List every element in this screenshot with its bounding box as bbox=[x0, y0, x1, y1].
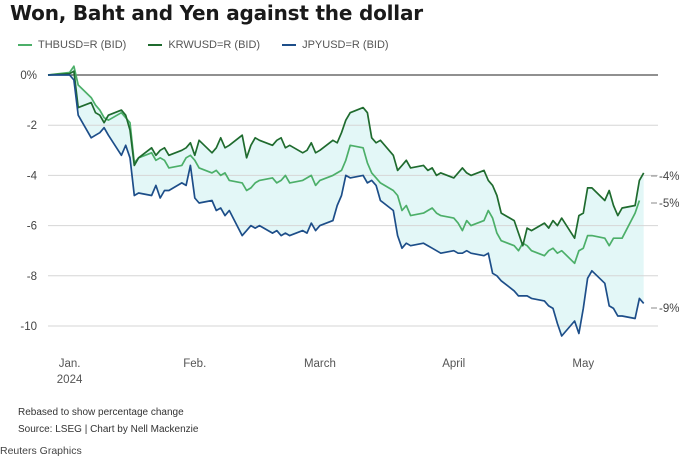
x-tick-label: Feb. bbox=[183, 358, 206, 370]
end-value-label: -9% bbox=[659, 303, 679, 315]
credit: Reuters Graphics bbox=[0, 445, 82, 457]
series-line-0 bbox=[47, 65, 641, 265]
series-line-1 bbox=[47, 70, 645, 247]
legend-swatch-krw bbox=[148, 44, 163, 46]
legend-item-thb: THBUSD=R (BID) bbox=[18, 39, 126, 51]
legend-swatch-jpy bbox=[282, 44, 297, 46]
legend-item-krw: KRWUSD=R (BID) bbox=[148, 39, 260, 51]
y-tick-label: -10 bbox=[20, 321, 37, 333]
series-line-2 bbox=[48, 74, 645, 337]
x-tick-label: May bbox=[572, 358, 594, 370]
y-tick-label: -2 bbox=[27, 120, 37, 132]
legend-item-jpy: JPYUSD=R (BID) bbox=[282, 39, 389, 51]
range-shading bbox=[48, 66, 644, 336]
end-value-label: -4% bbox=[659, 171, 679, 183]
legend-label-krw: KRWUSD=R (BID) bbox=[168, 39, 261, 51]
y-tick-label: -8 bbox=[27, 271, 37, 283]
x-tick-label: April bbox=[442, 358, 465, 370]
legend: THBUSD=R (BID) KRWUSD=R (BID) JPYUSD=R (… bbox=[18, 39, 389, 51]
source-note: Source: LSEG | Chart by Nell Mackenzie bbox=[18, 424, 199, 435]
line-chart: 0% -2 -4 -6 -8 -10 Jan. 2024 Feb. March April May -4… bbox=[20, 65, 679, 386]
x-tick-label: March bbox=[304, 358, 336, 370]
x-tick-sublabel: 2024 bbox=[57, 374, 83, 386]
y-tick-label: 0% bbox=[20, 70, 37, 82]
end-value-label: -5% bbox=[659, 198, 679, 210]
y-tick-label: -6 bbox=[27, 221, 37, 233]
chart-title: Won, Baht and Yen against the dollar bbox=[10, 1, 423, 25]
footnote: Rebased to show percentage change bbox=[18, 407, 184, 418]
x-tick-label: Jan. bbox=[59, 358, 81, 370]
legend-swatch-thb bbox=[18, 44, 32, 46]
legend-label-jpy: JPYUSD=R (BID) bbox=[302, 39, 389, 51]
legend-label-thb: THBUSD=R (BID) bbox=[38, 39, 127, 51]
y-tick-label: -4 bbox=[27, 170, 38, 182]
